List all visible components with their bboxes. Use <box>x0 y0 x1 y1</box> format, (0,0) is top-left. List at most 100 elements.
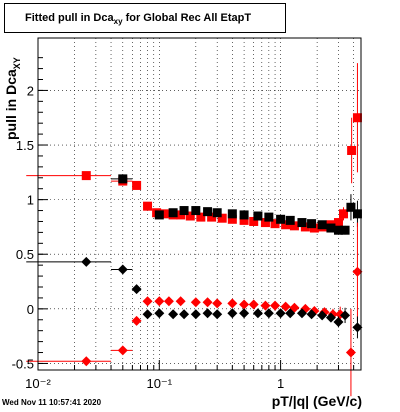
data-point-diamond <box>190 309 201 320</box>
data-point-diamond <box>202 297 213 308</box>
axis-ticks: -0.5 0 0.5 1 1.5 2 10⁻² 10⁻¹ 1 <box>12 57 355 391</box>
data-point-diamond <box>260 300 271 311</box>
data-point-square <box>276 214 286 224</box>
data-point-diamond <box>154 308 165 319</box>
data-point-diamond <box>117 345 128 356</box>
data-point-square <box>227 209 237 219</box>
data-point-diamond <box>239 308 250 319</box>
data-point-diamond <box>227 298 238 309</box>
data-point-square <box>352 113 362 123</box>
data-point-square <box>346 202 356 212</box>
data-point-square <box>347 145 357 155</box>
data-point-square <box>352 209 362 219</box>
data-point-square <box>179 206 189 216</box>
data-point-diamond <box>352 322 363 333</box>
grid-lines <box>37 38 361 370</box>
data-point-square <box>81 171 91 181</box>
data-point-square <box>207 212 217 222</box>
data-point-square <box>203 207 213 217</box>
y-tick-label: -0.5 <box>12 356 34 371</box>
data-point-square <box>212 208 222 218</box>
data-point-square <box>154 210 164 220</box>
data-point-diamond <box>168 309 179 320</box>
data-point-diamond <box>154 296 165 307</box>
data-point-square <box>191 206 201 216</box>
chart-title-box: Fitted pull in Dcaxy for Global Rec All … <box>4 3 286 33</box>
data-point-diamond <box>131 284 142 295</box>
series-layer <box>26 63 363 397</box>
y-tick-label: 1.5 <box>16 138 34 153</box>
data-point-square <box>239 210 249 220</box>
data-point-square <box>339 209 349 219</box>
data-point-square <box>168 208 178 218</box>
x-axis-label: pT/|q| (GeV/c) <box>271 393 362 409</box>
data-point-diamond <box>275 308 286 319</box>
data-point-diamond <box>252 308 263 319</box>
data-point-diamond <box>280 301 291 312</box>
data-point-square <box>185 211 195 221</box>
y-axis-label-main: pull in Dca <box>3 69 19 140</box>
series-1 <box>111 174 362 235</box>
data-point-diamond <box>248 299 259 310</box>
data-point-square <box>307 219 317 229</box>
data-point-diamond <box>81 356 92 367</box>
data-point-diamond <box>179 309 190 320</box>
y-axis-label: pull in DcaXY <box>3 57 22 140</box>
data-point-square <box>217 213 227 223</box>
data-point-diamond <box>317 310 328 321</box>
data-point-square <box>333 225 343 235</box>
data-point-diamond <box>202 308 213 319</box>
data-point-square <box>333 218 343 228</box>
data-point-diamond <box>142 296 153 307</box>
chart-title-suffix: for Global Rec All EtapT <box>122 12 252 24</box>
chart-title-subscript: xy <box>113 17 123 27</box>
data-point-square <box>227 214 237 224</box>
data-point-diamond <box>270 300 281 311</box>
data-point-diamond <box>345 347 356 358</box>
x-tick-label: 1 <box>277 376 284 391</box>
data-point-square <box>143 201 153 211</box>
data-point-diamond <box>352 266 363 277</box>
data-point-square <box>281 220 291 230</box>
data-point-diamond <box>239 299 250 310</box>
x-tick-label: 10⁻² <box>25 376 51 391</box>
y-tick-label: 1 <box>27 193 34 208</box>
data-point-square <box>340 225 350 235</box>
y-tick-label: 0.5 <box>16 247 34 262</box>
data-point-square <box>270 219 280 229</box>
data-point-square <box>249 216 259 226</box>
data-point-square <box>239 215 249 225</box>
data-point-diamond <box>117 264 128 275</box>
data-point-diamond <box>306 309 317 320</box>
data-point-square <box>118 174 128 184</box>
data-point-diamond <box>131 315 142 326</box>
data-point-square <box>260 218 270 228</box>
data-point-diamond <box>142 309 153 320</box>
data-point-square <box>264 212 274 222</box>
data-point-diamond <box>81 256 92 267</box>
y-axis-label-subscript: XY <box>11 57 22 70</box>
date-stamp: Wed Nov 11 10:57:41 2020 <box>2 398 102 407</box>
data-point-square <box>285 215 295 225</box>
data-point-diamond <box>212 309 223 320</box>
data-point-square <box>159 209 169 219</box>
y-tick-label: 2 <box>27 83 34 98</box>
series-3 <box>26 256 363 339</box>
data-point-square <box>289 221 299 231</box>
chart-title-main: Fitted pull in Dca <box>25 12 114 24</box>
data-point-square <box>317 220 327 230</box>
data-point-square <box>196 212 206 222</box>
x-tick-label: 10⁻¹ <box>146 376 172 391</box>
data-point-diamond <box>190 297 201 308</box>
data-point-diamond <box>263 308 274 319</box>
data-point-square <box>253 211 263 221</box>
data-point-square <box>326 223 336 233</box>
data-point-diamond <box>340 310 351 321</box>
data-point-diamond <box>227 308 238 319</box>
data-point-diamond <box>175 296 186 307</box>
data-point-diamond <box>296 308 307 319</box>
data-point-square <box>297 218 307 228</box>
y-tick-label: 0 <box>27 302 34 317</box>
plot-frame <box>37 37 362 371</box>
